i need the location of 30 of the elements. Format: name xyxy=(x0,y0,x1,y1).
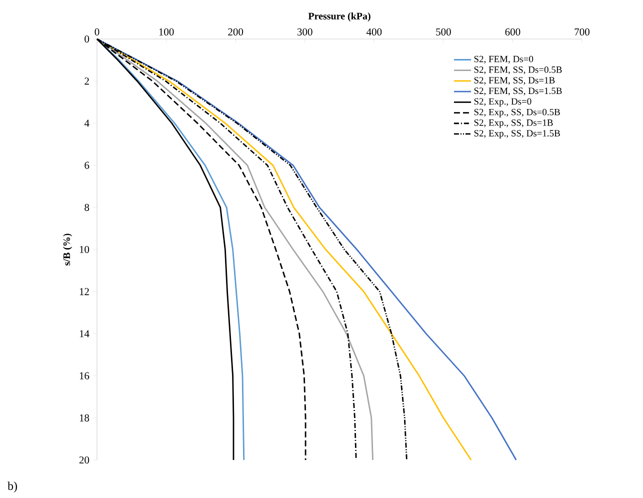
x-tick-label: 200 xyxy=(228,28,244,36)
y-tick-label: 2 xyxy=(84,78,89,85)
y-tick-label: 4 xyxy=(84,120,90,127)
y-tick-label: 6 xyxy=(84,162,90,169)
y-axis-title: s/B (%) xyxy=(63,234,72,266)
y-tick-label: 18 xyxy=(80,414,90,422)
x-tick-label: 100 xyxy=(159,28,174,36)
legend-label: S2, Exp., SS, Ds=1B xyxy=(474,119,553,128)
legend-label: S2, Exp., SS, Ds=0.5B xyxy=(474,108,560,118)
legend-label: S2, FEM, SS, Ds=0.5B xyxy=(474,66,562,74)
legend-label: S2, Exp., SS, Ds=1.5B xyxy=(474,130,560,138)
x-axis-title: Pressure (kPa) xyxy=(308,12,370,22)
x-tick-label: 400 xyxy=(366,28,382,36)
y-tick-label: 14 xyxy=(80,330,90,338)
y-tick-label: 8 xyxy=(84,204,90,211)
y-tick-label: 12 xyxy=(80,288,89,296)
legend-label: S2, FEM, SS, Ds=1B xyxy=(474,77,555,85)
y-tick-label: 0 xyxy=(84,35,90,43)
y-tick-label: 16 xyxy=(80,372,90,380)
x-tick-label: 600 xyxy=(505,28,520,36)
x-tick-label: 500 xyxy=(436,28,451,36)
legend-label: S2, FEM, SS, Ds=1.5B xyxy=(474,88,562,96)
legend-label: S2, FEM, Ds=0 xyxy=(474,56,534,64)
x-tick-label: 700 xyxy=(574,28,590,36)
legend-label: S2, Exp., Ds=0 xyxy=(474,98,532,107)
x-tick-label: 0 xyxy=(94,28,100,36)
y-tick-label: 20 xyxy=(79,456,90,464)
text: b) xyxy=(8,482,18,492)
x-tick-label: 300 xyxy=(297,28,312,36)
y-tick-label: 10 xyxy=(80,246,90,254)
